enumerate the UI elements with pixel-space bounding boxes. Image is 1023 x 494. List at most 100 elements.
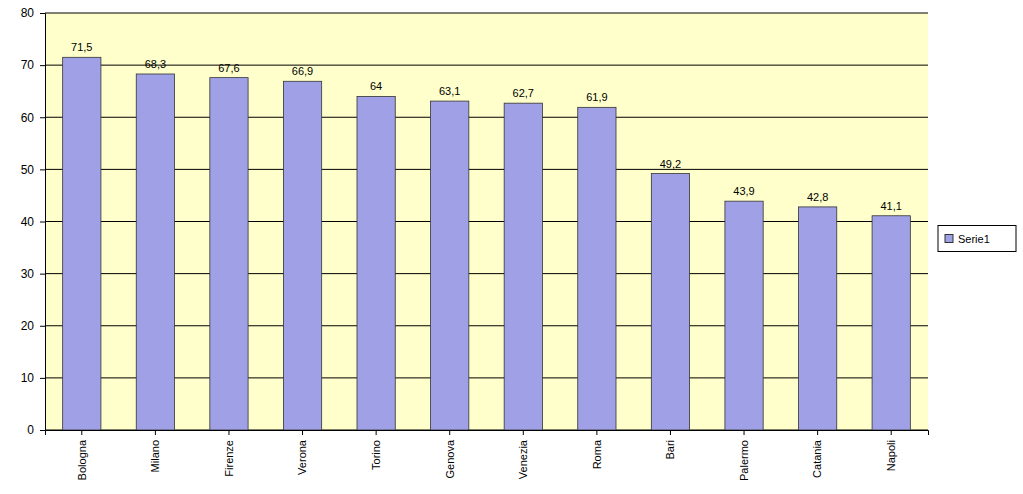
x-tick-label: Roma <box>591 439 603 469</box>
y-tick-label: 0 <box>27 423 34 437</box>
grid <box>45 13 928 430</box>
bar <box>210 78 248 430</box>
x-tick-mark <box>155 430 156 435</box>
data-label: 41,1 <box>880 200 901 212</box>
x-axis: Bologna Milano Firenze Verona Torino Genova Ve… <box>46 430 929 481</box>
y-tick-label: 40 <box>21 215 35 229</box>
y-tick-label: 20 <box>21 319 35 333</box>
x-tick-mark <box>891 430 892 435</box>
x-tick-mark <box>81 430 82 435</box>
bar <box>651 174 689 430</box>
x-tick: Catania <box>811 430 823 478</box>
grid-line <box>45 169 928 170</box>
y-tick: 10 <box>21 371 45 385</box>
y-tick-label: 10 <box>21 371 35 385</box>
y-axis: 0 10 20 30 40 50 60 70 80 <box>21 6 46 437</box>
x-tick-label: Bologna <box>76 439 88 480</box>
x-tick-mark <box>596 430 597 435</box>
y-tick-mark <box>40 117 45 118</box>
x-tick-label: Venezia <box>517 439 529 479</box>
data-label: 71,5 <box>71 41 92 53</box>
data-label: 63,1 <box>439 85 460 97</box>
grid-line <box>45 221 928 222</box>
x-tick-label: Verona <box>296 439 308 475</box>
bars <box>63 57 911 430</box>
x-tick: Napoli <box>885 430 897 471</box>
y-tick-mark <box>40 65 45 66</box>
data-labels: 71,568,367,666,96463,162,761,949,243,942… <box>71 41 902 211</box>
x-tick: Firenze <box>223 430 235 477</box>
y-tick-mark <box>40 378 45 379</box>
x-tick-mark <box>302 430 303 435</box>
x-tick: Venezia <box>517 430 529 479</box>
bar <box>136 74 174 430</box>
data-label: 49,2 <box>660 158 681 170</box>
data-label: 64 <box>370 80 382 92</box>
x-tick-label: Genova <box>444 439 456 478</box>
y-tick: 30 <box>21 267 45 281</box>
y-tick: 40 <box>21 215 45 229</box>
data-label: 61,9 <box>586 91 607 103</box>
y-axis-line <box>40 14 46 431</box>
x-tick-mark <box>523 430 524 435</box>
x-tick-mark <box>376 430 377 435</box>
grid-line <box>45 273 928 274</box>
y-tick: 80 <box>21 6 45 20</box>
x-tick: Palermo <box>738 430 750 481</box>
bar <box>63 57 101 430</box>
x-tick: Genova <box>444 430 456 479</box>
x-tick-mark <box>670 430 671 435</box>
legend-box <box>938 226 1016 252</box>
x-tick-label: Palermo <box>738 440 750 481</box>
x-tick: Verona <box>296 430 308 475</box>
bar <box>504 103 542 430</box>
y-tick-label: 30 <box>21 267 35 281</box>
x-tick-label: Torino <box>370 440 382 470</box>
x-tick-label: Firenze <box>223 440 235 477</box>
x-tick: Roma <box>591 430 603 469</box>
plot: 71,568,367,666,96463,162,761,949,243,942… <box>21 6 929 481</box>
bar <box>798 207 836 430</box>
grid-line <box>45 377 928 378</box>
y-tick-label: 80 <box>21 6 35 20</box>
data-label: 67,6 <box>218 62 239 74</box>
plot-background <box>45 13 928 430</box>
data-label: 62,7 <box>513 87 534 99</box>
bar <box>431 101 469 430</box>
y-tick: 60 <box>21 111 45 125</box>
x-axis-line <box>46 431 929 436</box>
x-tick-mark <box>744 430 745 435</box>
y-tick-mark <box>40 13 45 14</box>
bar <box>357 96 395 430</box>
y-tick-mark <box>40 274 45 275</box>
bar <box>283 81 321 430</box>
chart: 71,568,367,666,96463,162,761,949,243,942… <box>0 0 1023 494</box>
x-tick-label: Napoli <box>885 440 897 471</box>
y-tick-label: 70 <box>21 58 35 72</box>
x-tick: Milano <box>149 430 161 472</box>
grid-line <box>45 117 928 118</box>
y-tick: 50 <box>21 163 45 177</box>
x-tick-mark <box>228 430 229 435</box>
y-tick-mark <box>40 169 45 170</box>
bar <box>725 201 763 430</box>
y-tick: 0 <box>27 423 45 437</box>
x-tick-label: Bari <box>664 440 676 460</box>
data-label: 42,8 <box>807 191 828 203</box>
x-tick: Bologna <box>76 430 88 480</box>
legend-label: Serie1 <box>958 233 990 245</box>
grid-line <box>45 65 928 66</box>
x-tick: Torino <box>370 430 382 470</box>
x-tick-label: Catania <box>811 439 823 478</box>
legend-swatch <box>945 235 953 243</box>
y-tick-label: 50 <box>21 163 35 177</box>
data-label: 43,9 <box>733 185 754 197</box>
x-tick: Bari <box>664 430 676 460</box>
y-tick-label: 60 <box>21 111 35 125</box>
data-label: 68,3 <box>145 58 166 70</box>
bar <box>578 107 616 430</box>
x-tick-mark <box>449 430 450 435</box>
y-tick: 70 <box>21 58 45 72</box>
x-tick-mark <box>817 430 818 435</box>
y-tick-mark <box>40 222 45 223</box>
